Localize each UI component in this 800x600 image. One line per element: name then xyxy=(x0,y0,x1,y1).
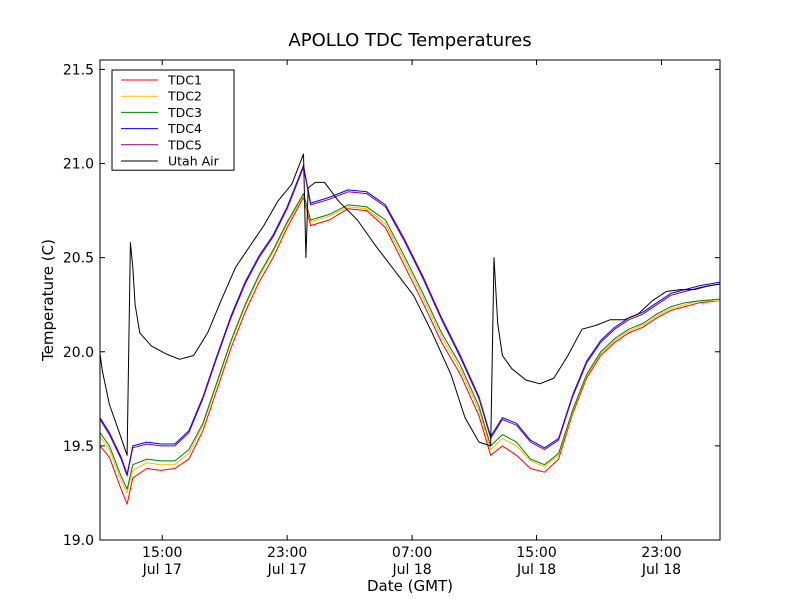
legend-label-utah-air: Utah Air xyxy=(168,154,220,169)
plot-area-frame xyxy=(99,59,721,541)
legend-label-tdc4: TDC4 xyxy=(167,121,202,136)
y-axis: 19.0 19.5 20.0 20.5 21.0 21.5 xyxy=(63,62,720,549)
chart-title: APOLLO TDC Temperatures xyxy=(288,30,531,51)
y-tick-label: 20.0 xyxy=(63,345,94,361)
y-tick-label: 19.0 xyxy=(63,533,94,549)
series-line-tdc4 xyxy=(100,164,720,475)
y-tick-label: 19.5 xyxy=(63,439,94,455)
series-line-tdc2 xyxy=(100,195,720,494)
legend-label-tdc3: TDC3 xyxy=(167,105,202,120)
x-tick-label-time: 15:00 xyxy=(516,545,556,561)
legend-label-tdc2: TDC2 xyxy=(167,89,202,104)
x-tick-label-date: Jul 17 xyxy=(267,562,307,578)
x-tick-label-time: 15:00 xyxy=(142,545,182,561)
series-lines xyxy=(100,153,720,505)
x-tick-label-time: 07:00 xyxy=(392,545,432,561)
legend-label-tdc1: TDC1 xyxy=(167,73,202,88)
series-line-tdc1 xyxy=(100,196,720,505)
x-tick-label-time: 23:00 xyxy=(267,545,307,561)
y-axis-label: Temperature (C) xyxy=(39,239,57,362)
legend-box xyxy=(111,69,235,171)
series-line-tdc3 xyxy=(100,193,720,490)
y-tick-label: 21.5 xyxy=(63,62,94,78)
x-tick-label-time: 23:00 xyxy=(641,545,681,561)
y-tick-label: 20.5 xyxy=(63,251,94,267)
x-tick-label-date: Jul 18 xyxy=(516,562,556,578)
x-axis-label: Date (GMT) xyxy=(367,577,453,595)
series-line-tdc5 xyxy=(100,166,720,477)
x-tick-label-date: Jul 18 xyxy=(641,562,681,578)
x-tick-label-date: Jul 18 xyxy=(392,562,432,578)
legend-label-tdc5: TDC5 xyxy=(167,137,202,152)
x-tick-label-date: Jul 17 xyxy=(142,562,182,578)
y-tick-label: 21.0 xyxy=(63,157,94,173)
series-line-utah-air xyxy=(100,153,720,456)
